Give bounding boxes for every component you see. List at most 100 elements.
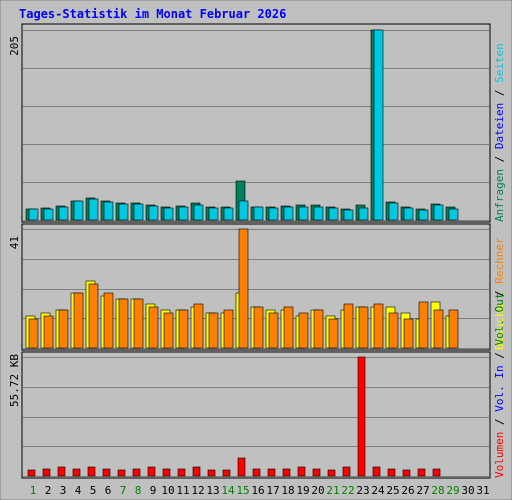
top-bar-seiten-day-24 (373, 29, 384, 221)
middle-bar-rechner-day-5 (88, 283, 99, 349)
top-bar-seiten-day-8 (133, 203, 144, 221)
bottom-bar-volumen-day-11 (177, 468, 186, 477)
top-bar-seiten-day-2 (43, 208, 54, 221)
middle-bar-rechner-day-26 (403, 318, 414, 349)
legend-dateien: Dateien (493, 103, 506, 149)
top-bar-seiten-day-3 (58, 206, 69, 221)
x-label-day-10: 10 (161, 484, 174, 497)
top-bar-seiten-day-5 (88, 198, 99, 221)
legend-bottom: Volumen / Vol. In / Vol. Out (493, 293, 506, 478)
legend-besuche: Besuche (493, 304, 506, 350)
legend-top: Anfragen / Dateien / Seiten (493, 43, 506, 222)
x-label-day-24: 24 (371, 484, 385, 497)
bottom-bar-volumen-day-8 (132, 468, 141, 477)
bottom-y-max-label: 55.72 KB (8, 354, 21, 407)
x-label-day-19: 19 (296, 484, 309, 497)
bottom-panel-frame (21, 351, 491, 479)
x-label-day-7: 7 (120, 484, 127, 497)
top-bar-seiten-day-12 (193, 204, 204, 221)
middle-bar-rechner-day-14 (223, 309, 234, 349)
top-bar-seiten-day-1 (28, 208, 39, 221)
bottom-bar-volumen-day-2 (42, 468, 51, 477)
x-label-day-16: 16 (251, 484, 264, 497)
middle-bar-rechner-day-16 (253, 306, 264, 349)
middle-y-max-label: 41 (8, 236, 21, 249)
bottom-bar-volumen-day-21 (327, 469, 336, 477)
middle-bar-rechner-day-6 (103, 292, 114, 349)
bottom-bar-volumen-day-9 (147, 466, 156, 477)
top-bar-seiten-day-22 (343, 209, 354, 221)
middle-bar-rechner-day-29 (448, 309, 459, 349)
bottom-bar-volumen-day-16 (252, 468, 261, 477)
middle-bar-rechner-day-1 (28, 318, 39, 349)
middle-bar-rechner-day-13 (208, 312, 219, 349)
x-label-day-17: 17 (266, 484, 279, 497)
bottom-panel-grid (23, 357, 489, 477)
bottom-bar-volumen-day-25 (387, 468, 396, 477)
top-bar-seiten-day-14 (223, 207, 234, 221)
legend-anfragen: Anfragen (493, 169, 506, 222)
x-axis-day-labels: 1 2 3 4 5 6 7 8 9 10 11 12 13 14 15 16 17 18 19 20 21 22 23 24 2… (30, 484, 490, 497)
x-label-day-29: 29 (446, 484, 459, 497)
middle-bar-rechner-day-25 (388, 312, 399, 349)
middle-bar-rechner-day-2 (43, 315, 54, 349)
x-label-day-6: 6 (105, 484, 112, 497)
middle-bar-rechner-day-7 (118, 298, 129, 349)
x-label-day-5: 5 (90, 484, 97, 497)
bottom-bar-volumen-day-24 (372, 466, 381, 477)
top-bar-seiten-day-19 (298, 206, 309, 221)
x-label-day-22: 22 (341, 484, 354, 497)
x-label-day-31: 31 (476, 484, 489, 497)
middle-bar-rechner-day-18 (283, 306, 294, 349)
top-bar-seiten-day-25 (388, 202, 399, 221)
top-bar-seiten-day-28 (433, 204, 444, 221)
middle-bar-rechner-day-17 (268, 312, 279, 349)
middle-panel-bars (25, 228, 459, 349)
bottom-bar-volumen-day-27 (417, 468, 426, 477)
bottom-bar-volumen-day-22 (342, 466, 351, 477)
bottom-bar-volumen-day-6 (102, 468, 111, 477)
bottom-bar-volumen-day-4 (72, 468, 81, 477)
bottom-bar-volumen-day-17 (267, 468, 276, 477)
top-bar-seiten-day-11 (178, 206, 189, 221)
middle-bar-rechner-day-8 (133, 298, 144, 349)
top-bar-seiten-day-6 (103, 201, 114, 221)
middle-bar-rechner-day-10 (163, 312, 174, 349)
legend-rechner: Rechner (493, 237, 506, 284)
middle-bar-rechner-day-24 (373, 303, 384, 349)
middle-bar-rechner-day-23 (358, 306, 369, 349)
middle-bar-rechner-day-9 (148, 306, 159, 349)
top-bar-seiten-day-7 (118, 203, 129, 221)
x-label-day-26: 26 (401, 484, 414, 497)
x-label-day-1: 1 (30, 484, 37, 497)
legend-vol-in: Vol. In (493, 365, 506, 411)
middle-panel: 41 (8, 223, 491, 351)
bottom-panel-bars (27, 356, 441, 477)
x-label-day-14: 14 (221, 484, 235, 497)
bottom-bar-volumen-day-19 (297, 466, 306, 477)
top-bar-seiten-day-15 (238, 200, 249, 221)
bottom-bar-volumen-day-23 (357, 356, 366, 477)
bottom-bar-volumen-day-10 (162, 468, 171, 477)
top-bar-seiten-day-27 (418, 209, 429, 221)
bottom-bar-volumen-day-26 (402, 469, 411, 477)
top-bar-seiten-day-23 (358, 207, 369, 221)
bottom-bar-volumen-day-1 (27, 469, 36, 477)
bottom-bar-volumen-day-13 (207, 469, 216, 477)
top-bar-seiten-day-4 (73, 200, 84, 221)
middle-bar-rechner-day-28 (433, 309, 444, 349)
top-bar-seiten-day-10 (163, 207, 174, 221)
top-panel: 205 (8, 23, 491, 223)
x-label-day-23: 23 (356, 484, 369, 497)
bottom-bar-volumen-day-20 (312, 468, 321, 477)
bottom-bar-volumen-day-3 (57, 466, 66, 477)
bottom-panel: 55.72 KB (8, 351, 491, 479)
top-bar-seiten-day-18 (283, 206, 294, 221)
bottom-bar-volumen-day-14 (222, 469, 231, 477)
middle-bar-rechner-day-11 (178, 309, 189, 349)
middle-bar-rechner-day-3 (58, 309, 69, 349)
x-label-day-11: 11 (176, 484, 189, 497)
top-bar-seiten-day-17 (268, 207, 279, 221)
middle-bar-rechner-day-12 (193, 303, 204, 349)
